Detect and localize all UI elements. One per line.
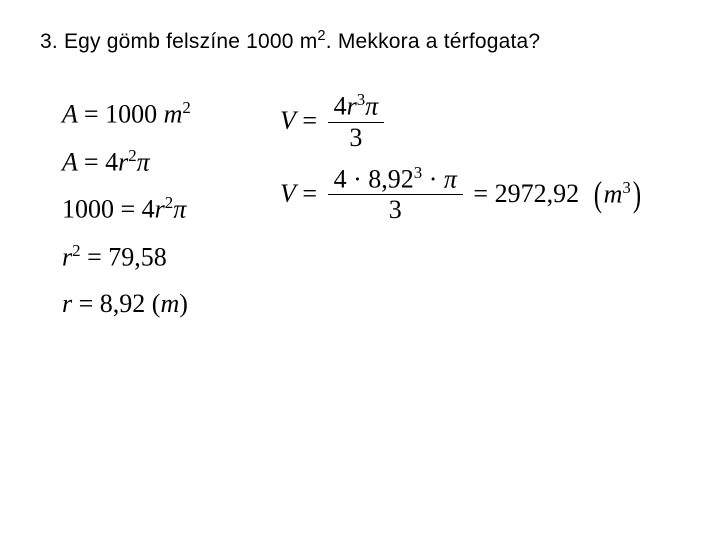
equals: = (302, 181, 317, 207)
title-prefix: 3. Egy gömb felszíne 1000 m (40, 30, 317, 53)
var-r: r (118, 147, 128, 176)
unit-m: m (604, 180, 623, 209)
var-r: r (62, 243, 72, 272)
unit-m: m (164, 100, 183, 129)
eq-V-numeric: V = 4 · 8,923 · π 3 = 2972,92 (m3) (280, 165, 643, 224)
eq-r-equals-892-m: r = 8,92 (m) (62, 291, 191, 317)
pi: π (365, 92, 378, 121)
numerator: 4r3π (328, 92, 385, 123)
eq-A-equals-4r2pi: A = 4r2π (62, 148, 191, 176)
eq-V-formula: V = 4r3π 3 (280, 92, 643, 151)
fraction-4r3pi-over-3: 4r3π 3 (328, 92, 385, 151)
value-7958: 79,58 (108, 243, 167, 272)
equals: = (79, 289, 94, 318)
problem-title: 3. Egy gömb felszíne 1000 m2. Mekkora a … (40, 28, 540, 54)
var-V: V (280, 181, 296, 207)
var-r: r (347, 92, 357, 121)
eq-r2-equals-7958: r2 = 79,58 (62, 243, 191, 271)
exp-3: 3 (414, 163, 422, 182)
num-4: 4 (334, 164, 347, 193)
dot-icon: · (429, 164, 438, 193)
exp-3: 3 (357, 90, 365, 109)
equals: = (84, 147, 99, 176)
lhs-1000: 1000 (62, 195, 114, 224)
unit-exp-3: 3 (622, 178, 630, 197)
var-A: A (62, 100, 77, 129)
pi: π (173, 195, 186, 224)
pi: π (444, 164, 457, 193)
num-892: 8,92 (368, 164, 414, 193)
denominator-3: 3 (328, 123, 385, 151)
title-sup: 2 (317, 28, 325, 44)
numerator: 4 · 8,923 · π (328, 165, 463, 196)
var-r: r (155, 195, 165, 224)
coef-4: 4 (142, 195, 155, 224)
unit-m: m (160, 289, 179, 318)
equals: = (302, 108, 317, 134)
page: { "title": { "prefix": "3. Egy gömb fels… (0, 0, 720, 540)
exp-2: 2 (72, 241, 80, 260)
result-297292: 2972,92 (495, 181, 580, 207)
pi: π (137, 147, 150, 176)
var-A: A (62, 147, 77, 176)
dot-icon: · (353, 164, 362, 193)
value-1000: 1000 (105, 100, 157, 129)
equals: = (84, 100, 99, 129)
title-suffix: . Mekkora a térfogata? (326, 30, 541, 53)
close-paren: ) (179, 289, 188, 318)
unit-parens: (m3) (592, 176, 643, 212)
eq-A-equals-1000-m2: A = 1000 m2 (62, 100, 191, 128)
value-892: 8,92 (100, 289, 146, 318)
eq-1000-equals-4r2pi: 1000 = 4r2π (62, 195, 191, 223)
equals: = (87, 243, 102, 272)
var-r: r (62, 289, 72, 318)
unit-exp-2: 2 (182, 98, 190, 117)
coef-4: 4 (334, 92, 347, 121)
equals: = (121, 195, 136, 224)
fraction-numeric: 4 · 8,923 · π 3 (328, 165, 463, 224)
exp-2: 2 (128, 146, 136, 165)
right-equation-column: V = 4r3π 3 V = 4 · 8,923 · π 3 (280, 92, 643, 237)
var-V: V (280, 108, 296, 134)
left-equation-column: A = 1000 m2 A = 4r2π 1000 = 4r2π r2 = 79… (62, 100, 191, 337)
equals: = (473, 181, 488, 207)
coef-4: 4 (105, 147, 118, 176)
denominator-3: 3 (328, 195, 463, 223)
close-paren: ) (633, 176, 641, 212)
unit-m3: m3 (604, 180, 631, 208)
exp-2: 2 (165, 193, 173, 212)
open-paren: ( (593, 176, 601, 212)
